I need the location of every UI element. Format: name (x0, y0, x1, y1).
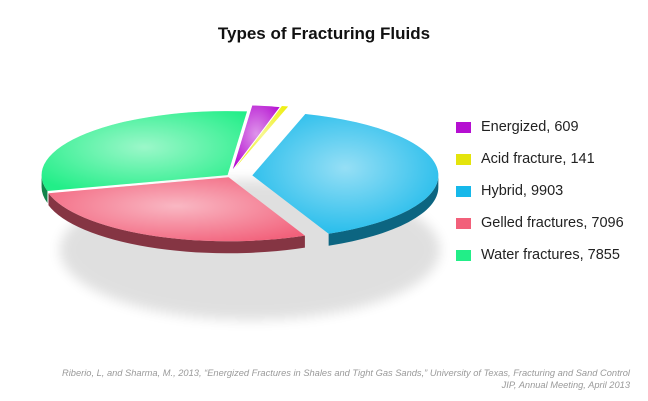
pie-side-hybrid (328, 175, 439, 246)
legend-label-water-fractures: Water fractures, 7855 (481, 247, 620, 263)
pie-side-gelled-fractures (48, 193, 305, 254)
legend-label-gelled-fractures: Gelled fractures, 7096 (481, 215, 624, 231)
source-line-1: Riberio, L, and Sharma, M., 2013, “Energ… (62, 368, 630, 378)
legend-label-energized: Energized, 609 (481, 119, 579, 135)
pie-side-water-fractures (41, 175, 48, 204)
chart-title: Types of Fracturing Fluids (217, 24, 431, 43)
legend-swatch-hybrid (456, 185, 471, 197)
pie-slice-highlight-hybrid (252, 113, 439, 234)
legend-item-water-fractures: Water fractures, 7855 (456, 245, 624, 277)
legend-swatch-gelled-fractures (456, 217, 471, 229)
legend-item-gelled-fractures: Gelled fractures, 7096 (456, 213, 624, 245)
legend: Energized, 609 Acid fracture, 141 Hybrid… (456, 117, 624, 277)
legend-item-energized: Energized, 609 (456, 117, 624, 149)
legend-label-hybrid: Hybrid, 9903 (481, 183, 564, 199)
pie-tops (41, 105, 439, 242)
legend-swatch-water-fractures (456, 249, 471, 261)
legend-swatch-acid-fracture (456, 153, 471, 165)
legend-label-acid-fracture: Acid fracture, 141 (481, 151, 595, 167)
legend-swatch-energized (456, 121, 471, 133)
pie-slice-highlight-water-fractures (41, 111, 248, 192)
pie-sides (41, 175, 439, 254)
source-citation: Riberio, L, and Sharma, M., 2013, “Energ… (62, 367, 630, 391)
pie-slice-highlight-gelled-fractures (48, 177, 305, 242)
pie-slice-highlight-acid-fracture (235, 105, 289, 168)
source-line-2: JIP, Annual Meeting, April 2013 (501, 380, 630, 390)
pie-slice-highlight-energized (232, 105, 280, 170)
legend-item-hybrid: Hybrid, 9903 (456, 181, 624, 213)
legend-item-acid-fracture: Acid fracture, 141 (456, 149, 624, 181)
